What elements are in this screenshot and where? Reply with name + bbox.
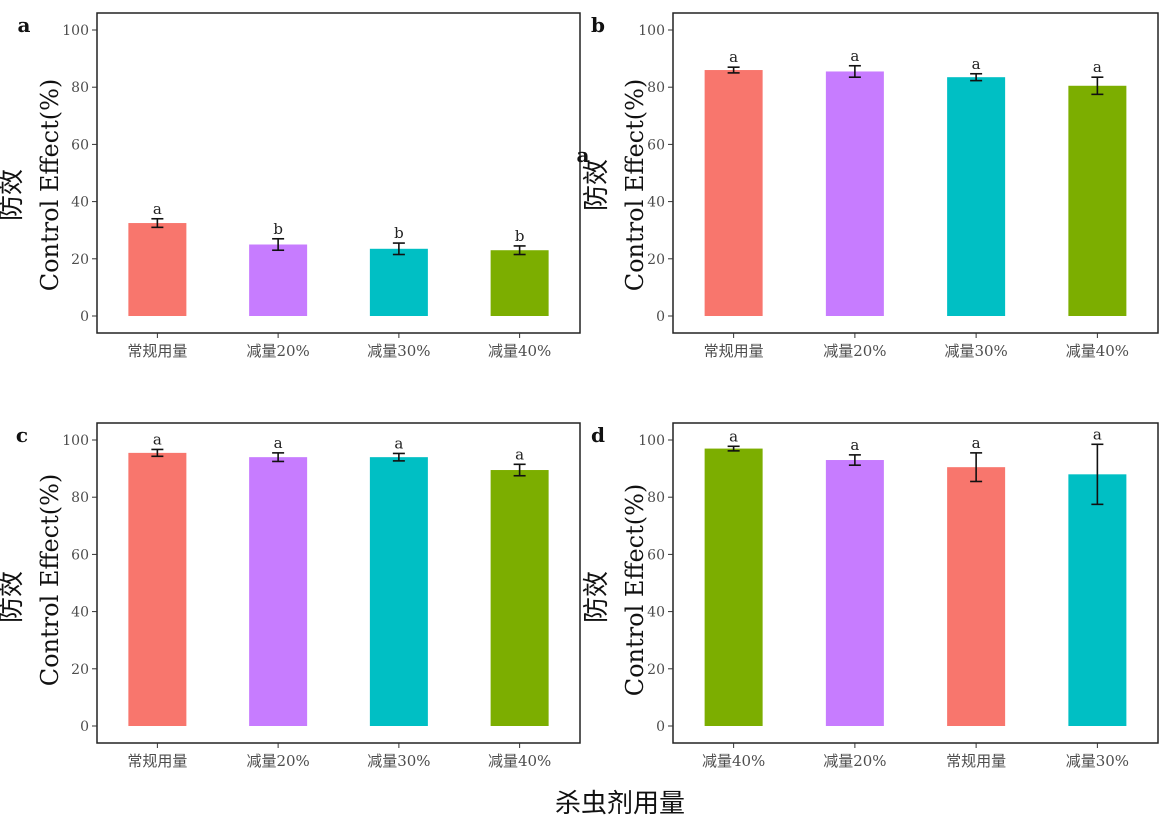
y-tick-label: 80 [71, 490, 89, 506]
y-tick-label: 60 [71, 547, 89, 563]
category-label: 减量40% [1066, 342, 1129, 360]
category-label: 减量20% [246, 752, 309, 770]
chart-panel-a: 0 20 40 60 80 100 a 常规用量 b 减量20% b 减量30% b 减量40% a 防效 Co… [0, 12, 581, 360]
y-axis-label-cn: 防效 [582, 571, 612, 623]
category-label: 减量30% [367, 342, 430, 360]
y-tick-label: 60 [647, 547, 665, 563]
y-axis-label: Control Effect(%) [621, 79, 649, 292]
bar [947, 467, 1006, 726]
significance-label: b [394, 224, 404, 242]
y-tick-label: 0 [656, 309, 665, 325]
bar [490, 250, 549, 316]
y-tick-label: 20 [71, 662, 89, 678]
y-axis-label: Control Effect(%) [36, 79, 64, 292]
y-tick-label: 0 [80, 309, 89, 325]
bar [249, 457, 308, 726]
category-label: 减量40% [488, 342, 551, 360]
bar [704, 448, 763, 726]
chart-panel-d: 0 20 40 60 80 100 a 减量40% a 减量20% a 常规用量 a 减量30% d 防效 Co… [582, 422, 1159, 770]
bar [825, 71, 884, 316]
bar [704, 70, 763, 316]
significance-label: a [729, 427, 738, 445]
plot-frame [672, 12, 1159, 334]
significance-label: a [729, 48, 738, 66]
y-tick-label: 20 [647, 662, 665, 678]
bar [249, 244, 308, 316]
bar [369, 457, 428, 726]
y-tick-label: 60 [71, 137, 89, 153]
x-axis-label: 杀虫剂用量 [555, 789, 685, 819]
plot-frame [96, 12, 581, 334]
significance-label: a [972, 55, 981, 73]
y-axis-label-cn: 防效 [0, 169, 27, 221]
significance-label: a [394, 434, 403, 452]
y-tick-label: 80 [647, 80, 665, 96]
y-axis-label: Control Effect(%) [621, 484, 649, 697]
y-tick-label: 0 [656, 719, 665, 735]
y-tick-label: 80 [71, 80, 89, 96]
category-label: 减量30% [944, 342, 1007, 360]
stray-label: a [577, 143, 590, 167]
bar [369, 248, 428, 316]
bar [128, 452, 187, 726]
significance-label: a [1093, 425, 1102, 443]
bar [490, 470, 549, 726]
significance-label: a [153, 430, 162, 448]
panel-letter: d [591, 423, 605, 447]
significance-label: a [850, 47, 859, 65]
y-tick-label: 40 [71, 605, 89, 621]
chart-panel-b: 0 20 40 60 80 100 a 常规用量 a 减量20% a 减量30% a 减量40% b 防效 Co… [577, 12, 1159, 360]
y-tick-label: 100 [62, 23, 89, 39]
significance-label: a [153, 200, 162, 218]
category-label: 减量20% [823, 342, 886, 360]
bar [128, 223, 187, 316]
y-tick-label: 40 [71, 195, 89, 211]
y-tick-label: 40 [647, 195, 665, 211]
significance-label: a [515, 445, 524, 463]
y-tick-label: 80 [647, 490, 665, 506]
panel-letter: c [16, 423, 28, 447]
category-label: 常规用量 [127, 752, 187, 770]
category-label: 减量40% [702, 752, 765, 770]
y-tick-label: 20 [647, 252, 665, 268]
y-tick-label: 20 [71, 252, 89, 268]
category-label: 常规用量 [946, 752, 1006, 770]
y-axis-label-cn: 防效 [582, 159, 612, 211]
plot-frame [96, 422, 581, 744]
significance-label: a [274, 434, 283, 452]
y-tick-label: 40 [647, 605, 665, 621]
y-tick-label: 60 [647, 137, 665, 153]
significance-label: a [1093, 58, 1102, 76]
category-label: 减量20% [246, 342, 309, 360]
bar [1068, 85, 1127, 317]
panel-letter: a [18, 13, 31, 37]
category-label: 减量20% [823, 752, 886, 770]
bar [1068, 474, 1127, 726]
category-label: 减量30% [1066, 752, 1129, 770]
panel-letter: b [591, 13, 605, 37]
y-tick-label: 100 [638, 433, 665, 449]
significance-label: b [515, 227, 525, 245]
plot-frame [672, 422, 1159, 744]
chart-panel-c: 0 20 40 60 80 100 a 常规用量 a 减量20% a 减量30% a 减量40% c 防效 Co… [0, 422, 581, 770]
significance-label: a [972, 434, 981, 452]
y-axis-label-cn: 防效 [0, 571, 27, 623]
category-label: 常规用量 [127, 342, 187, 360]
category-label: 减量30% [367, 752, 430, 770]
y-tick-label: 0 [80, 719, 89, 735]
y-axis-label: Control Effect(%) [36, 474, 64, 687]
y-tick-label: 100 [638, 23, 665, 39]
category-label: 常规用量 [704, 342, 764, 360]
bar [825, 460, 884, 726]
significance-label: b [273, 220, 283, 238]
bar [947, 77, 1006, 316]
category-label: 减量40% [488, 752, 551, 770]
y-tick-label: 100 [62, 433, 89, 449]
significance-label: a [850, 436, 859, 454]
